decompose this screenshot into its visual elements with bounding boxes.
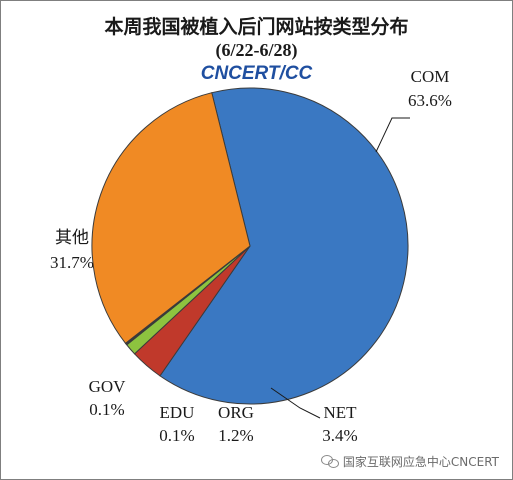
chart-title: 本周我国被植入后门网站按类型分布 [104, 16, 409, 38]
slice-name-label: COM [411, 67, 450, 86]
watermark: 国家互联网应急中心CNCERT [320, 453, 499, 470]
slice-name-label: ORG [218, 403, 254, 422]
leader-line [270, 387, 321, 419]
slice-name-label: GOV [89, 377, 127, 396]
slice-value-label: 3.4% [322, 426, 357, 445]
slice-value-label: 63.6% [408, 91, 452, 110]
wechat-icon [320, 455, 339, 468]
leader-line [375, 117, 410, 153]
pie-slice-other [91, 92, 251, 344]
slice-value-label: 1.2% [218, 426, 253, 445]
pie-slice-com [159, 87, 409, 405]
slice-name-label: 其他 [55, 228, 89, 248]
slice-value-label: 0.1% [159, 426, 194, 445]
slice-value-label: 31.7% [50, 253, 94, 272]
slice-name-label: NET [323, 403, 357, 422]
chart-subtitle: (6/22-6/28) [215, 40, 298, 60]
watermark-text: 国家互联网应急中心CNCERT [342, 455, 499, 469]
slice-name-label: EDU [160, 403, 195, 422]
cncert-logo: CNCERT/CC [200, 63, 313, 84]
slice-value-label: 0.1% [89, 400, 124, 419]
